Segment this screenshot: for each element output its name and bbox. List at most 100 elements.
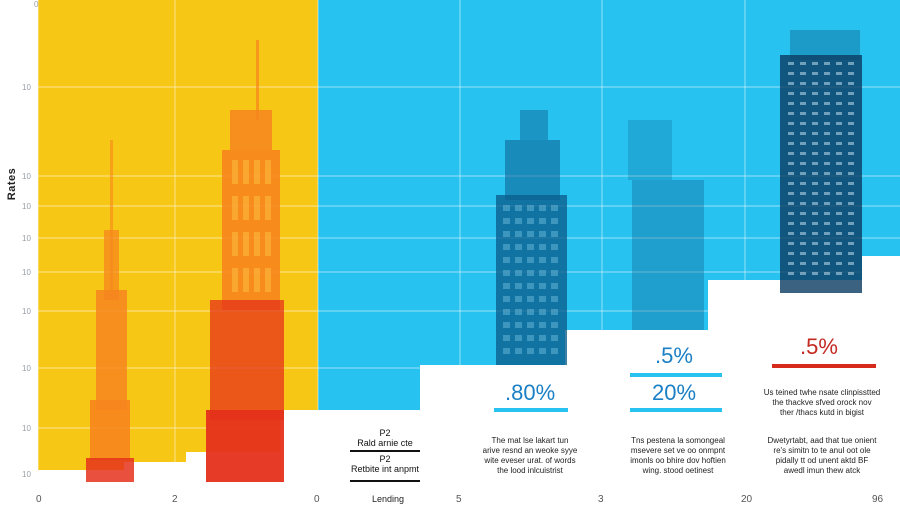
tower-5-window xyxy=(848,192,854,195)
tower-5-window xyxy=(800,162,806,165)
tower-3-window xyxy=(515,218,522,224)
tower-3-window xyxy=(515,296,522,302)
tower-5-window xyxy=(788,62,794,65)
tower-5-window xyxy=(836,102,842,105)
annotation-4-line: re's simitn to te anul oot ole xyxy=(773,446,871,455)
tower-5-window xyxy=(812,212,818,215)
tower-5-window xyxy=(848,182,854,185)
tower-5-window xyxy=(812,242,818,245)
tower-3-window xyxy=(515,335,522,341)
tower-5-window xyxy=(812,132,818,135)
tower-5-window xyxy=(848,152,854,155)
tower-3-window xyxy=(551,296,558,302)
tower-3-window xyxy=(539,309,546,315)
tower-5-window xyxy=(788,232,794,235)
tower-3-window xyxy=(539,218,546,224)
tower-1-upper xyxy=(104,230,119,300)
annotation-4: Dwetyrtabt, aad that tue onient re's sim… xyxy=(752,436,892,476)
tower-5-window xyxy=(836,122,842,125)
tower-3-upper xyxy=(505,140,560,200)
tower-5-window xyxy=(824,272,830,275)
tower-5-window xyxy=(800,212,806,215)
annotation-3: Us teined twhe nsate clinpisstted the th… xyxy=(752,388,892,418)
x-tick-label: 2 xyxy=(172,494,178,505)
callout-line-1 xyxy=(494,408,568,412)
annotation-1-line: the lood inlcuistrist xyxy=(497,466,563,475)
x-tick-label: 0 xyxy=(36,494,42,505)
tower-5-window xyxy=(824,262,830,265)
tower-3-window xyxy=(515,322,522,328)
tower-3-window xyxy=(551,218,558,224)
y-tick-label: 10 xyxy=(22,268,31,277)
annotation-4-line: Dwetyrtabt, aad that tue onient xyxy=(767,436,877,445)
tower-5-window xyxy=(812,262,818,265)
annotation-2: Tns pestena la somongeal msevere set ve … xyxy=(616,436,740,476)
tower-3-window xyxy=(503,205,510,211)
tower-5-window xyxy=(836,212,842,215)
tower-1-spire xyxy=(110,140,113,300)
tower-3-window xyxy=(539,348,546,354)
tower-5-window xyxy=(812,202,818,205)
tower-5-window xyxy=(824,202,830,205)
tower-5-window xyxy=(848,212,854,215)
tower-5-window xyxy=(836,72,842,75)
tower-5-window xyxy=(800,72,806,75)
tower-5-window xyxy=(788,192,794,195)
tower-5-window xyxy=(836,232,842,235)
tower-5-window xyxy=(788,242,794,245)
tower-3-window xyxy=(503,257,510,263)
annotation-3-line: ther /thacs kutd in bigist xyxy=(779,408,865,417)
tower-2-window xyxy=(232,268,238,292)
tower-3-window xyxy=(503,231,510,237)
y-tick-label: 10 xyxy=(22,202,31,211)
tower-2-window xyxy=(243,160,249,184)
tower-5-window xyxy=(824,62,830,65)
tower-5-window xyxy=(788,122,794,125)
tower-3-window xyxy=(503,283,510,289)
tower-5-window xyxy=(800,142,806,145)
tower-1-foot xyxy=(86,458,134,482)
tower-5-window xyxy=(824,142,830,145)
tower-5-window xyxy=(788,222,794,225)
tower-5-window xyxy=(836,242,842,245)
tower-5-window xyxy=(800,222,806,225)
tower-5-window xyxy=(836,142,842,145)
tower-5-window xyxy=(812,172,818,175)
y-tick-label: 10 xyxy=(22,470,31,479)
annotation-2-line: Tns pestena la somongeal xyxy=(631,436,725,445)
y-tick-label: 0 xyxy=(34,0,39,9)
tower-3-window xyxy=(539,283,546,289)
tower-5-window xyxy=(824,172,830,175)
tower-5-window xyxy=(848,242,854,245)
tower-5-window xyxy=(824,192,830,195)
tower-5-window xyxy=(788,252,794,255)
tower-5-window xyxy=(848,92,854,95)
tower-1-base xyxy=(90,400,130,460)
tower-2-window xyxy=(243,268,249,292)
tower-5-window xyxy=(848,122,854,125)
blue-panel xyxy=(318,0,900,410)
tower-3-window xyxy=(551,322,558,328)
callout-line-3 xyxy=(630,408,722,412)
tower-5-window xyxy=(824,212,830,215)
tower-5-window xyxy=(824,82,830,85)
tower-3-window xyxy=(539,296,546,302)
annotation-3-line: the thackve sfved orock nov xyxy=(772,398,872,407)
tower-2-window xyxy=(265,268,271,292)
legend-line-2: Rald arnie cte xyxy=(357,438,413,448)
tower-5-window xyxy=(836,172,842,175)
tower-4-body xyxy=(632,180,704,330)
tower-5-window xyxy=(800,202,806,205)
tower-4-top xyxy=(628,120,672,180)
tower-5-window xyxy=(848,202,854,205)
tower-5-window xyxy=(812,162,818,165)
tower-3-window xyxy=(539,257,546,263)
tower-2-window xyxy=(232,160,238,184)
tower-5-window xyxy=(836,262,842,265)
annotation-1-line: arive resnd an weoke syye xyxy=(482,446,578,455)
tower-2-window xyxy=(232,232,238,256)
legend-footer: Lending xyxy=(371,494,405,504)
tower-2-mid xyxy=(222,150,280,310)
tower-1-mid xyxy=(96,290,127,410)
